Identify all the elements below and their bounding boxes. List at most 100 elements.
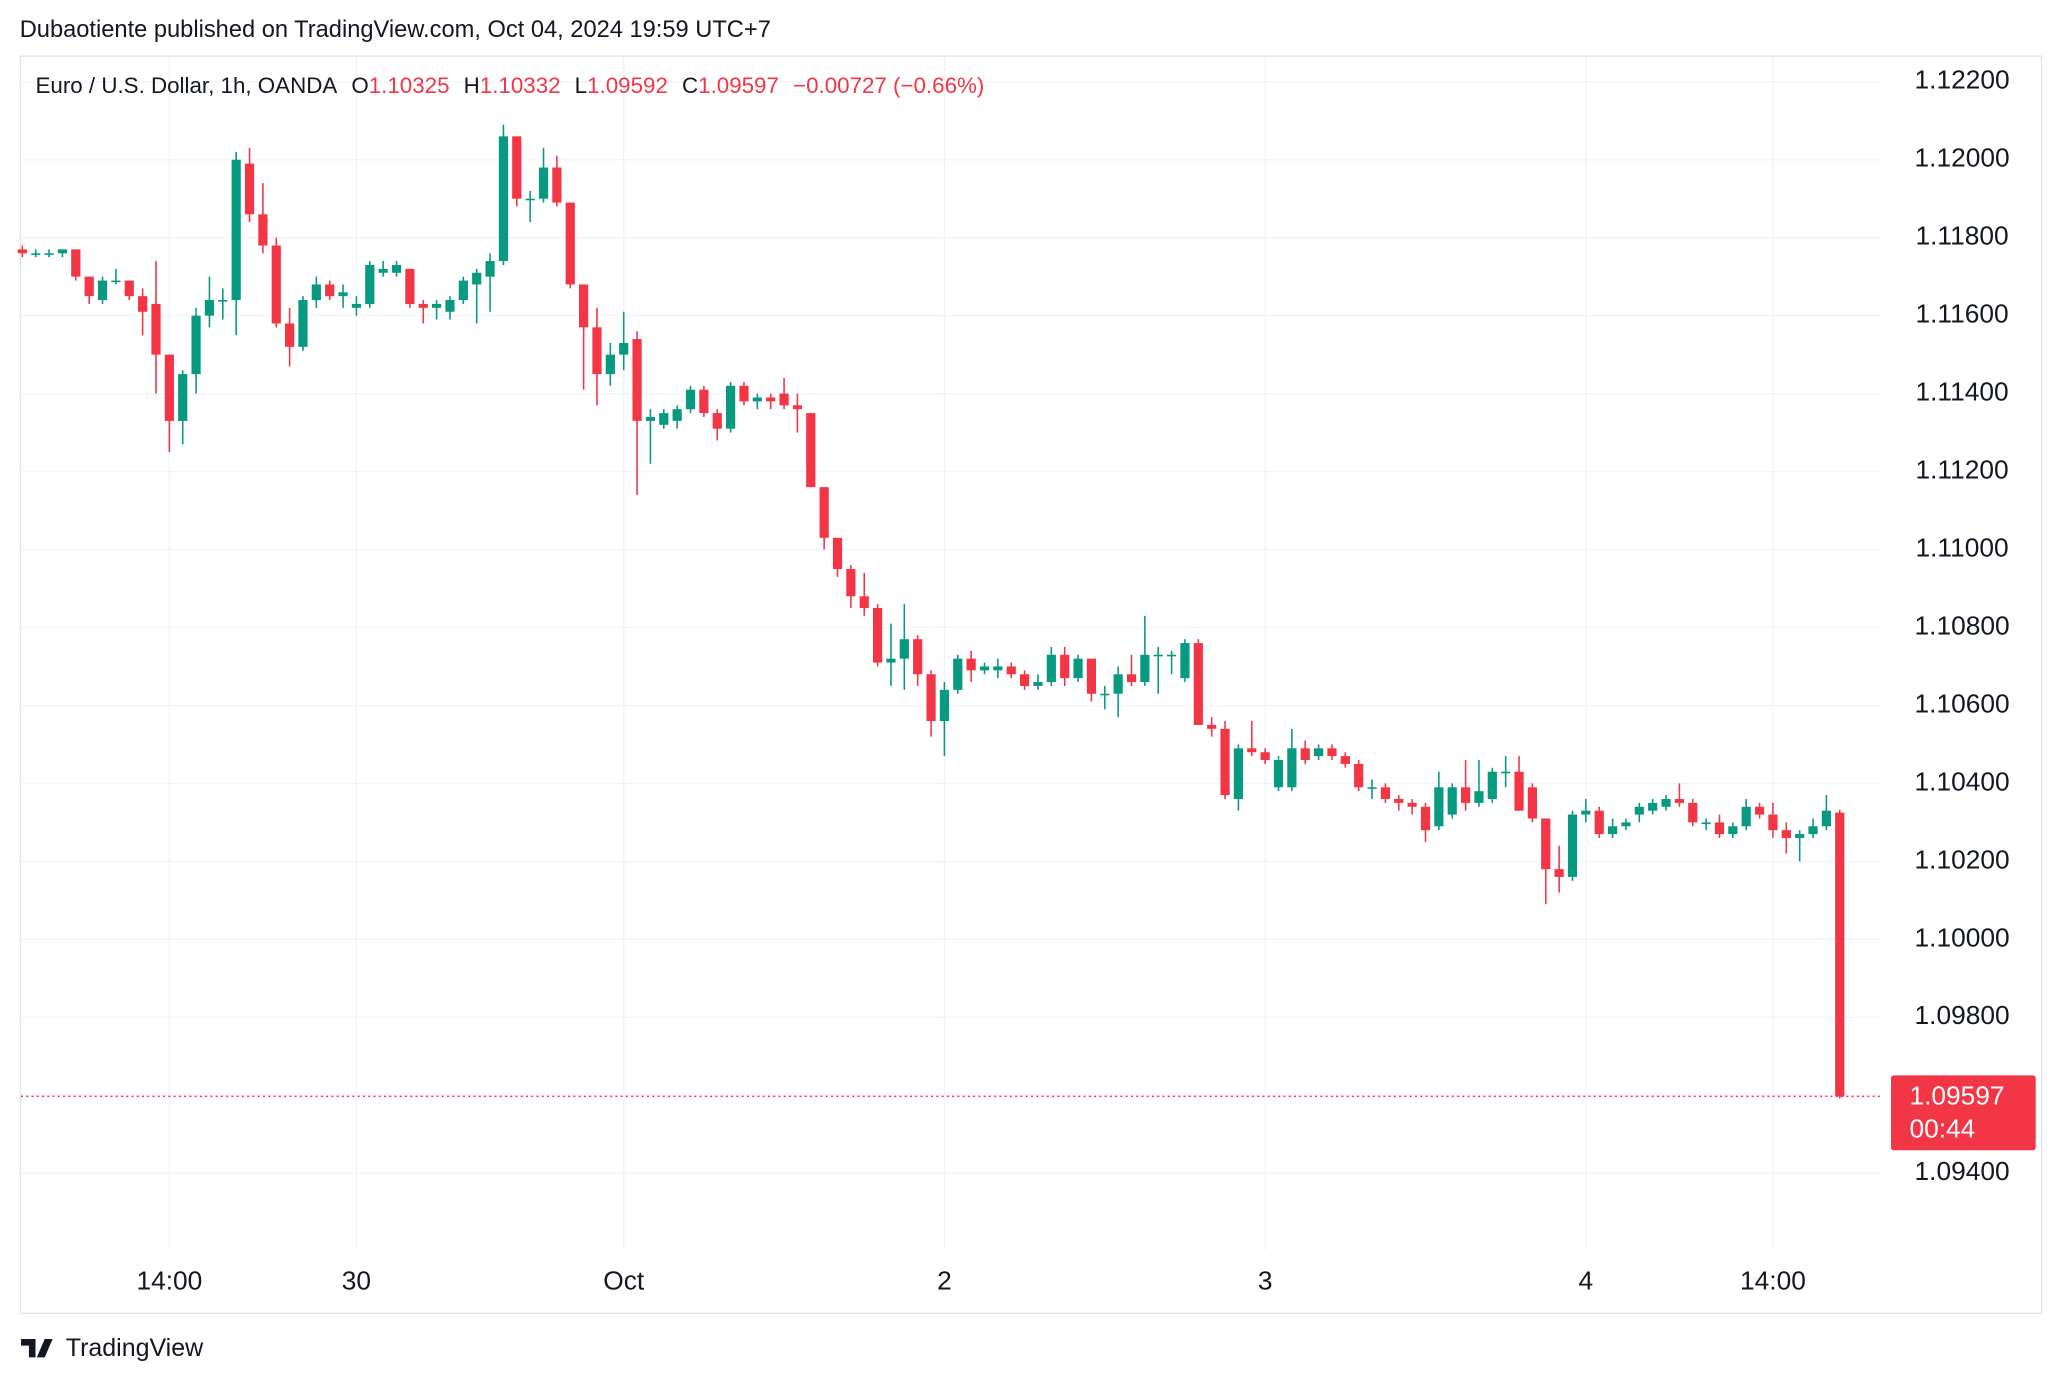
candle-body <box>204 300 215 316</box>
candle-body <box>1394 798 1404 803</box>
candle-body <box>71 249 81 277</box>
candle-body <box>699 389 709 414</box>
candle-body <box>779 393 789 406</box>
candle-body <box>231 159 241 301</box>
candle-body <box>832 537 843 570</box>
candle-body <box>672 409 682 421</box>
legend-low-label: L <box>575 73 587 98</box>
candle-body <box>498 136 509 262</box>
candle-body <box>899 639 909 659</box>
legend-symbol: Euro / U.S. Dollar, 1h, OANDA <box>36 73 338 98</box>
candle-body <box>1781 830 1791 838</box>
candle-body <box>472 272 482 285</box>
candle-body <box>138 296 148 312</box>
candle-body <box>766 397 776 402</box>
candle-body <box>1688 802 1698 823</box>
y-tick-label: 1.11600 <box>1916 299 2009 329</box>
candle-body <box>1460 787 1471 803</box>
legend-open-label: O <box>351 73 368 98</box>
logo-mark <box>21 1339 53 1358</box>
candle-body <box>605 354 615 375</box>
candle-body <box>1354 763 1364 788</box>
candle-body <box>726 385 736 429</box>
y-tick-label: 1.10000 <box>1915 922 2010 952</box>
candle-body <box>1594 810 1604 835</box>
candle-body <box>552 167 562 203</box>
candle-body <box>1447 787 1457 815</box>
y-tick-label: 1.10400 <box>1915 766 2010 796</box>
candle-body <box>351 303 362 308</box>
legend-high-label: H <box>464 73 480 98</box>
candle-body <box>1060 654 1070 679</box>
candle-body <box>1474 791 1484 803</box>
candle-body <box>525 198 535 201</box>
candle-body <box>993 666 1003 671</box>
candle-body <box>712 413 722 429</box>
candle-body <box>31 253 41 255</box>
legend-open: 1.10325 <box>369 73 450 98</box>
candle-body <box>1220 728 1230 796</box>
candle-body <box>1046 654 1056 683</box>
candle-body <box>1420 806 1431 831</box>
candle-body <box>1273 760 1284 788</box>
candle-body <box>1514 771 1524 811</box>
candle-body <box>1527 787 1538 819</box>
candle-body <box>752 397 762 402</box>
candle-body <box>1754 806 1765 815</box>
candle-body <box>1233 748 1244 799</box>
y-tick-label: 1.11400 <box>1916 377 2009 407</box>
x-tick-label: 3 <box>1258 1265 1273 1295</box>
candle-body <box>1607 826 1618 835</box>
candle-body <box>966 658 976 671</box>
legend-close: 1.09597 <box>698 73 779 98</box>
candle-body <box>111 280 121 283</box>
candle-body <box>1701 822 1711 824</box>
candle-body <box>512 136 522 199</box>
candle-body <box>538 167 549 199</box>
candles <box>17 124 1881 1099</box>
candle-body <box>485 261 495 277</box>
brand-name: TradingView <box>66 1334 204 1362</box>
x-tick-label: 14:00 <box>1740 1265 1806 1295</box>
candle-body <box>953 658 963 690</box>
candle-body <box>1541 818 1551 870</box>
candle-body <box>1661 798 1671 807</box>
candle-body <box>44 253 54 255</box>
candle-body <box>1367 787 1377 789</box>
publisher-line: Dubaotiente published on TradingView.com… <box>20 17 771 43</box>
y-tick-label: 1.09800 <box>1915 1000 2010 1030</box>
candle-body <box>271 245 281 324</box>
candle-body <box>1648 802 1658 811</box>
candle-body <box>1821 810 1831 827</box>
candle-body <box>1207 724 1217 729</box>
candle-body <box>645 416 656 421</box>
candle-body <box>806 413 816 488</box>
x-tick-label: 30 <box>342 1265 371 1295</box>
candle-body <box>1340 756 1350 764</box>
candle-body <box>819 487 829 538</box>
candle-body <box>1140 654 1150 683</box>
candle-body <box>378 268 388 273</box>
y-tick-label: 1.09400 <box>1915 1156 2010 1186</box>
candle-body <box>886 658 896 663</box>
last-price-tag <box>1891 1075 2036 1151</box>
candle-body <box>164 354 174 421</box>
x-tick-label: 14:00 <box>136 1265 202 1295</box>
candle-body <box>325 284 335 297</box>
candle-body <box>298 300 308 347</box>
candle-body <box>1741 806 1751 827</box>
candle-body <box>1714 822 1725 835</box>
candle-body <box>1073 658 1083 679</box>
candle-body <box>565 202 575 285</box>
candle-body <box>939 689 950 722</box>
candle-body <box>979 666 990 671</box>
candle-body <box>365 264 375 304</box>
y-tick-label: 1.12200 <box>1915 65 2010 95</box>
candle-body <box>1581 810 1591 815</box>
candle-body <box>258 214 268 246</box>
candle-body <box>1260 752 1270 761</box>
candle-body <box>97 280 108 301</box>
y-tick-label: 1.11200 <box>1916 455 2009 485</box>
candle-body <box>1086 658 1097 694</box>
